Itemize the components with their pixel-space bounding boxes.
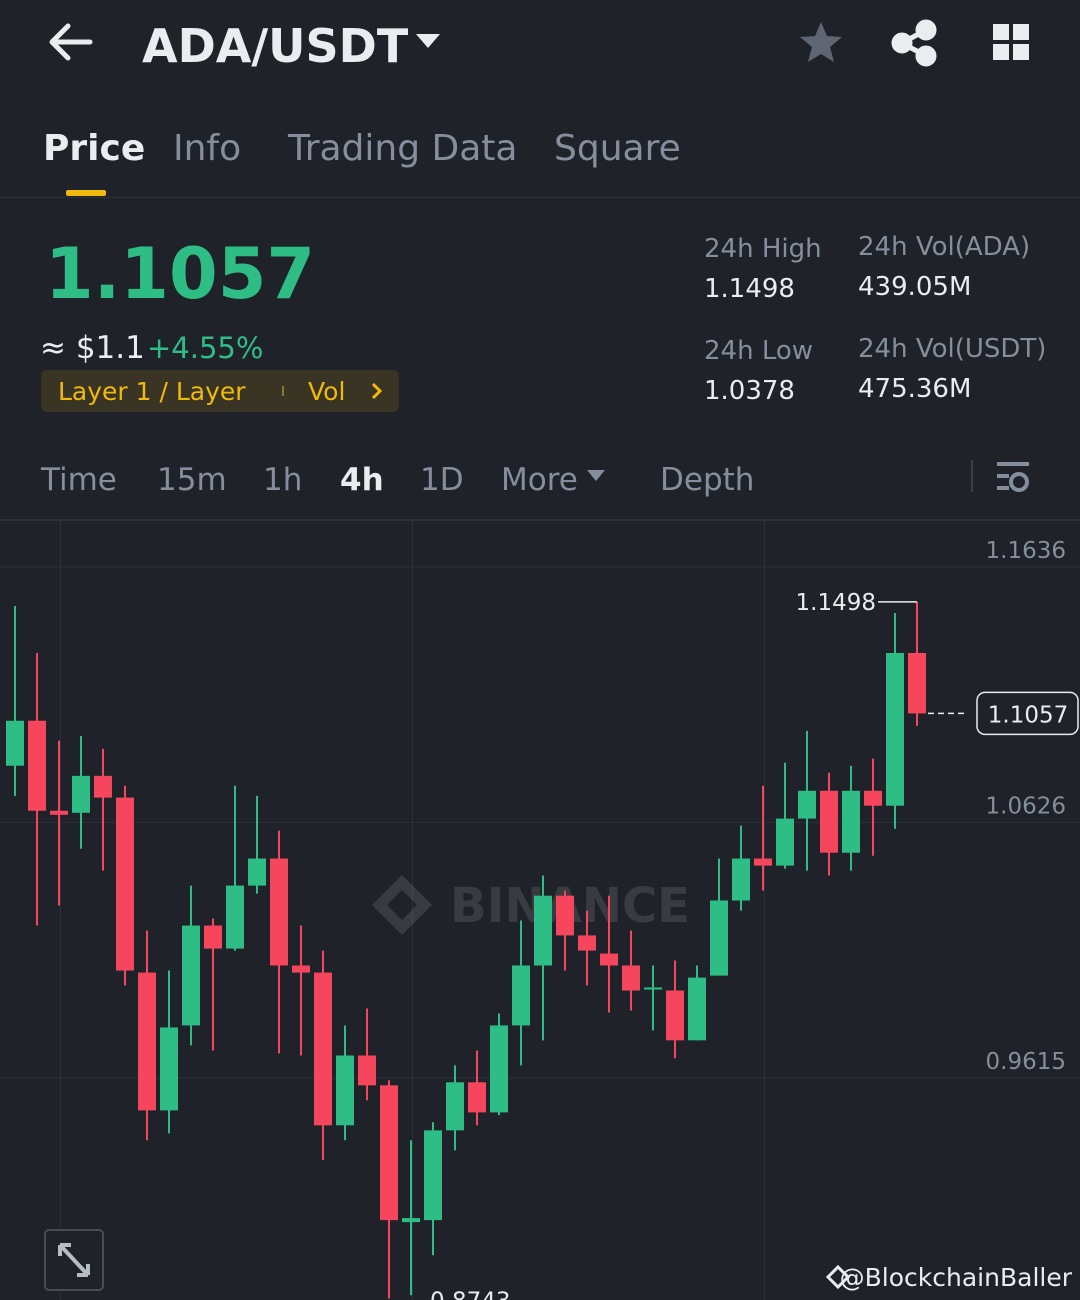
candle-body <box>314 972 332 1126</box>
tag-box[interactable] <box>41 370 399 412</box>
divider <box>0 197 1080 198</box>
stat-value: 1.0378 <box>704 376 795 406</box>
stat-value: 439.05M <box>858 272 971 302</box>
layout-button[interactable] <box>993 24 1029 60</box>
candle-body <box>578 935 596 951</box>
interval[interactable]: 1D <box>420 462 464 498</box>
divider <box>0 519 1080 521</box>
candle-body <box>182 925 200 1026</box>
candle-body <box>556 895 574 936</box>
more-dropdown[interactable] <box>587 470 605 481</box>
interval[interactable]: Time <box>40 462 117 498</box>
last-price-label: 1.1057 <box>988 702 1068 728</box>
stat-value: 475.36M <box>858 374 971 404</box>
favorite-star[interactable] <box>800 22 842 62</box>
interval[interactable]: 15m <box>157 462 227 498</box>
candle-body <box>468 1082 486 1113</box>
candle-body <box>28 720 46 811</box>
expand-icon <box>58 1243 90 1277</box>
candle-body <box>424 1130 442 1221</box>
candle-body <box>138 972 156 1111</box>
interval[interactable]: 4h <box>340 462 384 498</box>
candle-body <box>248 858 266 886</box>
credit-icon <box>825 1264 851 1290</box>
candle-body <box>754 858 772 866</box>
candle-body <box>6 720 24 766</box>
back-button[interactable] <box>49 23 93 61</box>
tab[interactable]: Info <box>173 128 241 169</box>
candle-body <box>116 797 134 971</box>
y-tick-label: 0.9615 <box>986 1049 1066 1075</box>
candle-body <box>732 858 750 901</box>
candle-body <box>50 810 68 815</box>
tag[interactable]: Layer 1 / Layer <box>58 377 246 406</box>
candle-body <box>776 818 794 866</box>
candle-body <box>908 652 926 714</box>
stat-label: 24h Vol(ADA) <box>858 232 1030 262</box>
y-tick-label: 1.0626 <box>986 793 1066 819</box>
candle-body <box>820 790 838 853</box>
candle-body <box>380 1085 398 1221</box>
candle-body <box>666 990 684 1041</box>
y-tick-label: 1.1636 <box>986 538 1066 564</box>
interval[interactable]: 1h <box>263 462 302 498</box>
tag-link[interactable]: Vol <box>308 377 345 406</box>
candle-body <box>226 885 244 949</box>
v-grid-line <box>60 521 61 1300</box>
candle-body <box>446 1082 464 1131</box>
candle-body <box>160 1027 178 1111</box>
tab-indicator <box>66 190 106 196</box>
last-price-box <box>976 691 1079 736</box>
tab[interactable]: Trading Data <box>287 128 517 169</box>
candle-body <box>644 987 662 990</box>
candle-body <box>600 953 618 966</box>
interval[interactable]: More <box>501 462 578 498</box>
candle-body <box>864 790 882 806</box>
usd-price: ≈ $1.1 <box>40 330 145 366</box>
tab[interactable]: Price <box>43 128 145 169</box>
last-price: 1.1057 <box>45 233 315 315</box>
candle-body <box>798 790 816 819</box>
candle-body <box>292 965 310 973</box>
stat-label: 24h High <box>704 234 822 264</box>
stat-label: 24h Vol(USDT) <box>858 334 1046 364</box>
stat-label: 24h Low <box>704 336 813 366</box>
chart: BINANCE 1.16361.06260.96151.14981.10570.… <box>0 521 1080 1300</box>
credit: @BlockchainBaller <box>840 1263 1073 1292</box>
price-change: +4.55% <box>147 331 263 365</box>
candle-body <box>94 775 112 798</box>
chart-settings[interactable] <box>997 462 1029 492</box>
high-label: 1.1498 <box>796 590 876 616</box>
candle-body <box>688 977 706 1041</box>
v-grid-line <box>412 521 413 1300</box>
pair-dropdown[interactable] <box>416 34 440 48</box>
low-label: 0.8743 <box>430 1288 510 1300</box>
v-grid-line <box>764 521 765 1300</box>
candle-body <box>270 858 288 966</box>
candle-body <box>204 925 222 949</box>
share-button[interactable] <box>891 19 937 67</box>
chevron <box>371 382 383 400</box>
candle-body <box>336 1055 354 1126</box>
interval[interactable]: Depth <box>660 462 754 498</box>
candle-body <box>622 965 640 991</box>
candle-body <box>842 790 860 853</box>
candle-body <box>72 775 90 813</box>
stat-value: 1.1498 <box>704 274 795 304</box>
candle-body <box>358 1055 376 1086</box>
candle-body <box>534 895 552 966</box>
candle-body <box>710 900 728 976</box>
candle-body <box>490 1025 508 1113</box>
candle-body <box>512 965 530 1026</box>
separator <box>971 460 973 492</box>
candle-body <box>886 652 904 806</box>
tag-separator <box>282 386 284 396</box>
pair-title[interactable]: ADA/USDT <box>142 19 409 73</box>
candle-body <box>402 1218 420 1223</box>
tab[interactable]: Square <box>554 128 681 169</box>
